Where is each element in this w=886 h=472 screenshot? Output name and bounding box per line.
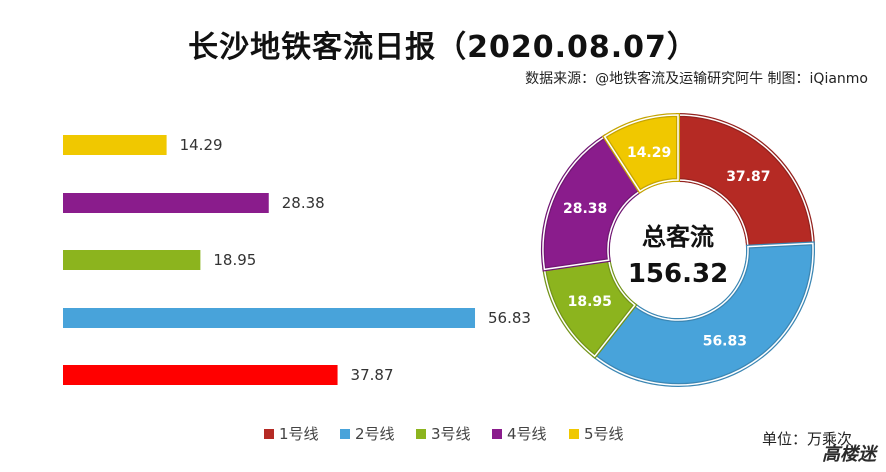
bar-2 bbox=[63, 193, 269, 213]
legend-swatch bbox=[492, 429, 502, 439]
bar-value-label: 56.83 bbox=[488, 309, 531, 327]
unit-label: 单位：万乘次 bbox=[762, 430, 853, 448]
bar-1 bbox=[63, 135, 167, 155]
donut-value-label: 37.87 bbox=[726, 169, 770, 185]
donut-value-label: 28.38 bbox=[563, 201, 607, 217]
legend-swatch bbox=[416, 429, 426, 439]
bar-value-label: 14.29 bbox=[180, 136, 223, 154]
legend-swatch bbox=[569, 429, 579, 439]
bar-3 bbox=[63, 250, 201, 270]
donut-value-label: 18.95 bbox=[568, 294, 612, 310]
chart-title: 长沙地铁客流日报（2020.08.07） bbox=[188, 30, 698, 65]
bar-4 bbox=[63, 308, 476, 328]
bar-chart: 14.29 28.38 18.95 56.83 37.87 bbox=[63, 135, 531, 385]
legend: 1号线 2号线 3号线 4号线 5号线 bbox=[264, 425, 624, 443]
donut-chart: 37.87 56.83 18.95 28.38 14.29 总客流 156.32 bbox=[541, 112, 815, 387]
legend-swatch bbox=[264, 429, 274, 439]
watermark-logo: 高楼迷 bbox=[822, 444, 876, 465]
legend-entry: 1号线 bbox=[279, 425, 319, 443]
bar-value-label: 18.95 bbox=[213, 251, 256, 269]
data-source-note: 数据来源：@地铁客流及运输研究阿牛 制图：iQianmo bbox=[525, 71, 868, 87]
legend-entry: 2号线 bbox=[355, 425, 395, 443]
center-total: 156.32 bbox=[628, 259, 728, 289]
bar-value-label: 28.38 bbox=[282, 194, 325, 212]
legend-entry: 4号线 bbox=[507, 425, 547, 443]
legend-entry: 3号线 bbox=[431, 425, 471, 443]
donut-value-label: 14.29 bbox=[627, 145, 671, 161]
bar-5 bbox=[63, 365, 338, 385]
donut-value-label: 56.83 bbox=[703, 334, 747, 350]
center-label: 总客流 bbox=[642, 223, 714, 251]
bar-value-label: 37.87 bbox=[351, 366, 394, 384]
legend-entry: 5号线 bbox=[584, 425, 624, 443]
legend-swatch bbox=[340, 429, 350, 439]
